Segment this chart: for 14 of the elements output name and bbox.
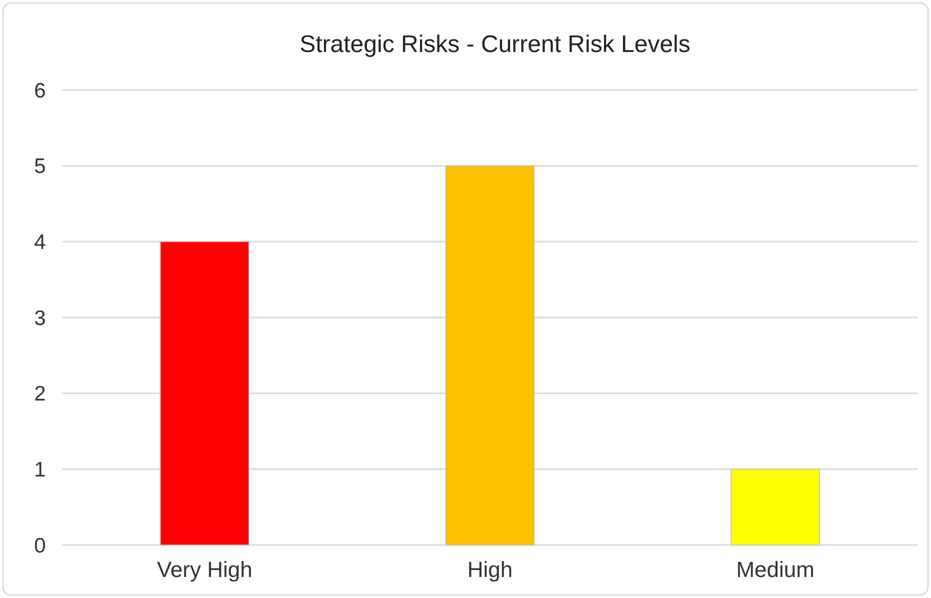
y-tick-label: 3: [34, 306, 46, 330]
chart-title: Strategic Risks - Current Risk Levels: [300, 31, 690, 58]
y-tick-label: 1: [34, 458, 46, 482]
bar: [445, 165, 535, 546]
bar: [730, 468, 820, 546]
y-tick-label: 6: [34, 79, 46, 102]
y-tick-label: 0: [34, 534, 46, 558]
x-tick-label: Medium: [736, 557, 814, 582]
y-tick-label: 5: [34, 155, 46, 178]
x-tick-label: Very High: [156, 557, 252, 582]
bar: [160, 241, 250, 546]
y-tick-label: 4: [34, 231, 46, 254]
y-tick-label: 2: [34, 382, 46, 406]
x-tick-label: High: [467, 557, 513, 582]
